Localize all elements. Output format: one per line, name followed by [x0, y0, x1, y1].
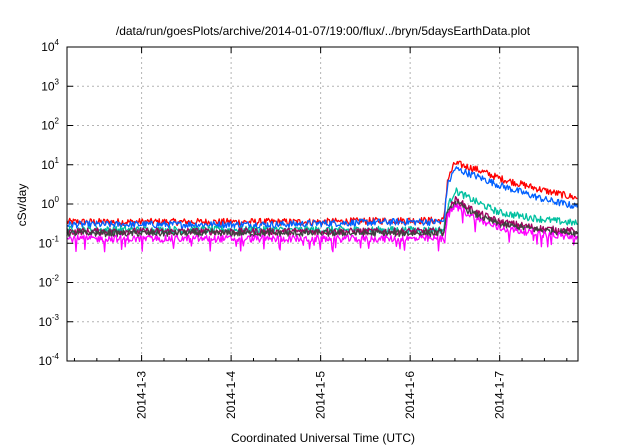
y-tick-label: 10-1: [39, 234, 60, 250]
y-tick-label: 103: [41, 77, 59, 93]
x-tick-label: 2014-1-7: [493, 371, 507, 419]
series-line: [66, 203, 578, 253]
y-tick-label: 101: [41, 156, 59, 172]
y-tick-label: 104: [41, 38, 59, 54]
x-tick-label: 2014-1-5: [314, 371, 328, 419]
axis-ticks: 10-4 10-3 10-2 10-1 100 101 102 103 104 2014-1-3 2…: [39, 38, 578, 419]
y-tick-label: 10-3: [39, 313, 60, 329]
chart-title: /data/run/goesPlots/archive/2014-01-07/1…: [116, 24, 531, 38]
grid: [67, 47, 578, 361]
x-tick-label: 2014-1-6: [403, 371, 417, 419]
series-group: [66, 160, 578, 253]
x-tick-label: 2014-1-3: [135, 371, 149, 419]
series-line: [66, 200, 578, 238]
y-tick-label: 100: [41, 195, 59, 211]
y-tick-label: 10-4: [39, 352, 60, 368]
y-tick-label: 10-2: [39, 274, 60, 290]
x-tick-label: 2014-1-4: [224, 371, 238, 419]
x-axis-label: Coordinated Universal Time (UTC): [231, 431, 415, 445]
y-axis-label: cSv/day: [15, 184, 29, 227]
y-tick-label: 102: [41, 117, 59, 133]
series-line: [66, 166, 578, 229]
